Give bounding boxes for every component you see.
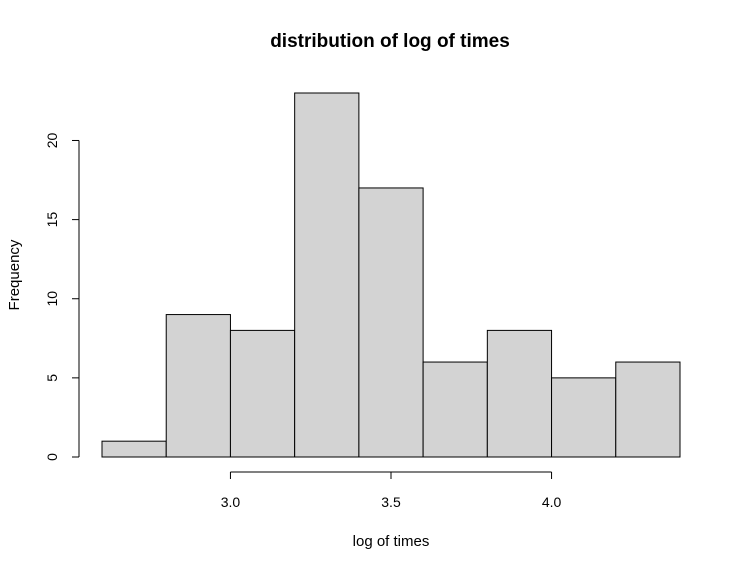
y-tick-label: 20 bbox=[44, 132, 60, 148]
bars-group bbox=[101, 92, 681, 458]
histogram-bar bbox=[294, 92, 360, 458]
histogram-bar bbox=[165, 314, 231, 458]
x-tick-label: 4.0 bbox=[542, 494, 562, 510]
histogram-bar bbox=[358, 187, 424, 458]
histogram-bar bbox=[422, 361, 488, 458]
y-tick-label: 5 bbox=[44, 374, 60, 382]
histogram-bar bbox=[615, 361, 681, 458]
x-axis: 3.0 3.5 4.0 bbox=[221, 471, 562, 510]
histogram-bar bbox=[486, 329, 553, 458]
x-tick-label: 3.0 bbox=[221, 494, 241, 510]
histogram-bar bbox=[551, 377, 617, 458]
histogram-bar bbox=[101, 440, 167, 458]
y-tick-label: 15 bbox=[44, 212, 60, 228]
y-axis-label: Frequency bbox=[6, 239, 23, 310]
y-tick-label: 10 bbox=[44, 291, 60, 307]
y-tick-label: 0 bbox=[44, 453, 60, 461]
histogram-bar bbox=[229, 329, 296, 458]
y-axis: 0 5 10 15 20 bbox=[44, 132, 80, 461]
x-axis-label: log of times bbox=[353, 533, 430, 550]
chart-title: distribution of log of times bbox=[270, 31, 510, 52]
x-tick-label: 3.5 bbox=[381, 494, 401, 510]
